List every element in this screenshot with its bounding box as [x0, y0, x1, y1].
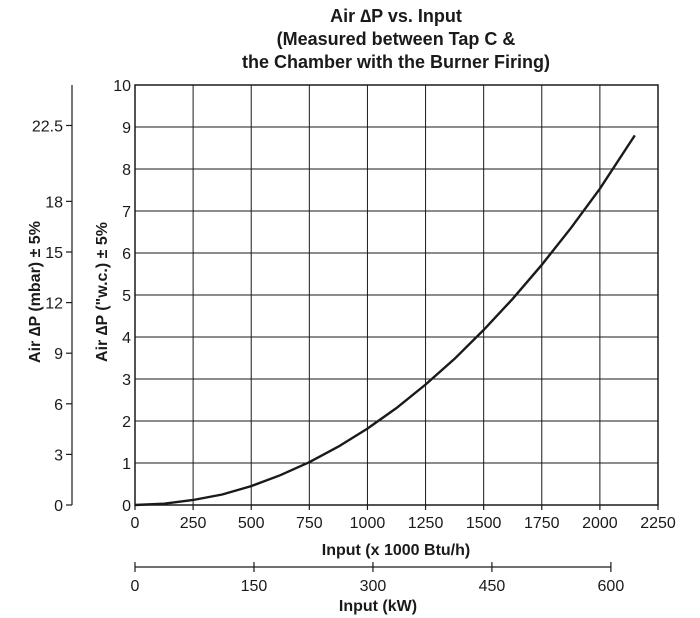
y-tick-label: 8	[122, 162, 131, 179]
y-tick-label: 9	[122, 120, 131, 137]
y-tick-label: 2	[122, 414, 131, 431]
kw-tick-label: 600	[598, 578, 625, 595]
x-tick-label: 1500	[466, 515, 502, 532]
x-tick-label: 500	[238, 515, 265, 532]
chart-title-line-3: the Chamber with the Burner Firing)	[242, 52, 550, 72]
x-tick-label: 2250	[640, 515, 676, 532]
x-tick-label: 250	[180, 515, 207, 532]
y-axis-label: Air ∆P ("w.c.) ± 5%	[94, 222, 111, 362]
y-tick-label: 7	[122, 204, 131, 221]
y-tick-label: 1	[122, 456, 131, 473]
x-tick-label: 1000	[350, 515, 386, 532]
x-axis: 0 250 500 750 1000 1250 1500 1750 2000 2250	[131, 505, 676, 532]
x-tick-label: 750	[296, 515, 323, 532]
mbar-tick-label: 12	[45, 296, 63, 313]
kw-tick-label: 0	[131, 578, 140, 595]
left-y-axis: 0 1 2 3 4 5 6 7 8 9 10	[113, 78, 131, 515]
mbar-tick-label: 3	[54, 447, 63, 464]
mbar-tick-label: 18	[45, 194, 63, 211]
kw-x-axis: 0 150 300 450 600	[131, 562, 625, 595]
kw-axis-label: Input (kW)	[339, 598, 417, 615]
y-tick-label: 10	[113, 78, 131, 95]
kw-tick-label: 150	[241, 578, 268, 595]
chart-title-line-1: Air ∆P vs. Input	[330, 6, 462, 26]
mbar-tick-label: 15	[45, 245, 63, 262]
mbar-axis-label: Air ∆P (mbar) ± 5%	[27, 221, 44, 363]
x-axis-label: Input (x 1000 Btu/h)	[322, 542, 470, 559]
mbar-tick-label: 0	[54, 498, 63, 515]
y-tick-label: 5	[122, 288, 131, 305]
x-tick-label: 2000	[582, 515, 618, 532]
mbar-tick-label: 22.5	[32, 118, 63, 135]
mbar-tick-label: 9	[54, 346, 63, 363]
kw-tick-label: 300	[360, 578, 387, 595]
x-tick-label: 1250	[408, 515, 444, 532]
y-tick-label: 3	[122, 372, 131, 389]
plot-frame	[134, 84, 659, 506]
y-tick-label: 4	[122, 330, 131, 347]
x-tick-label: 1750	[524, 515, 560, 532]
series-line	[134, 134, 636, 507]
chart-title-line-2: (Measured between Tap C &	[277, 29, 516, 49]
grid	[135, 85, 658, 505]
y-tick-label: 0	[122, 498, 131, 515]
y-tick-label: 6	[122, 246, 131, 263]
kw-tick-label: 450	[479, 578, 506, 595]
mbar-tick-label: 6	[54, 397, 63, 414]
mbar-y-axis: 0 3 6 9 12 15 18 22.5	[32, 85, 73, 515]
x-tick-label: 0	[131, 515, 140, 532]
